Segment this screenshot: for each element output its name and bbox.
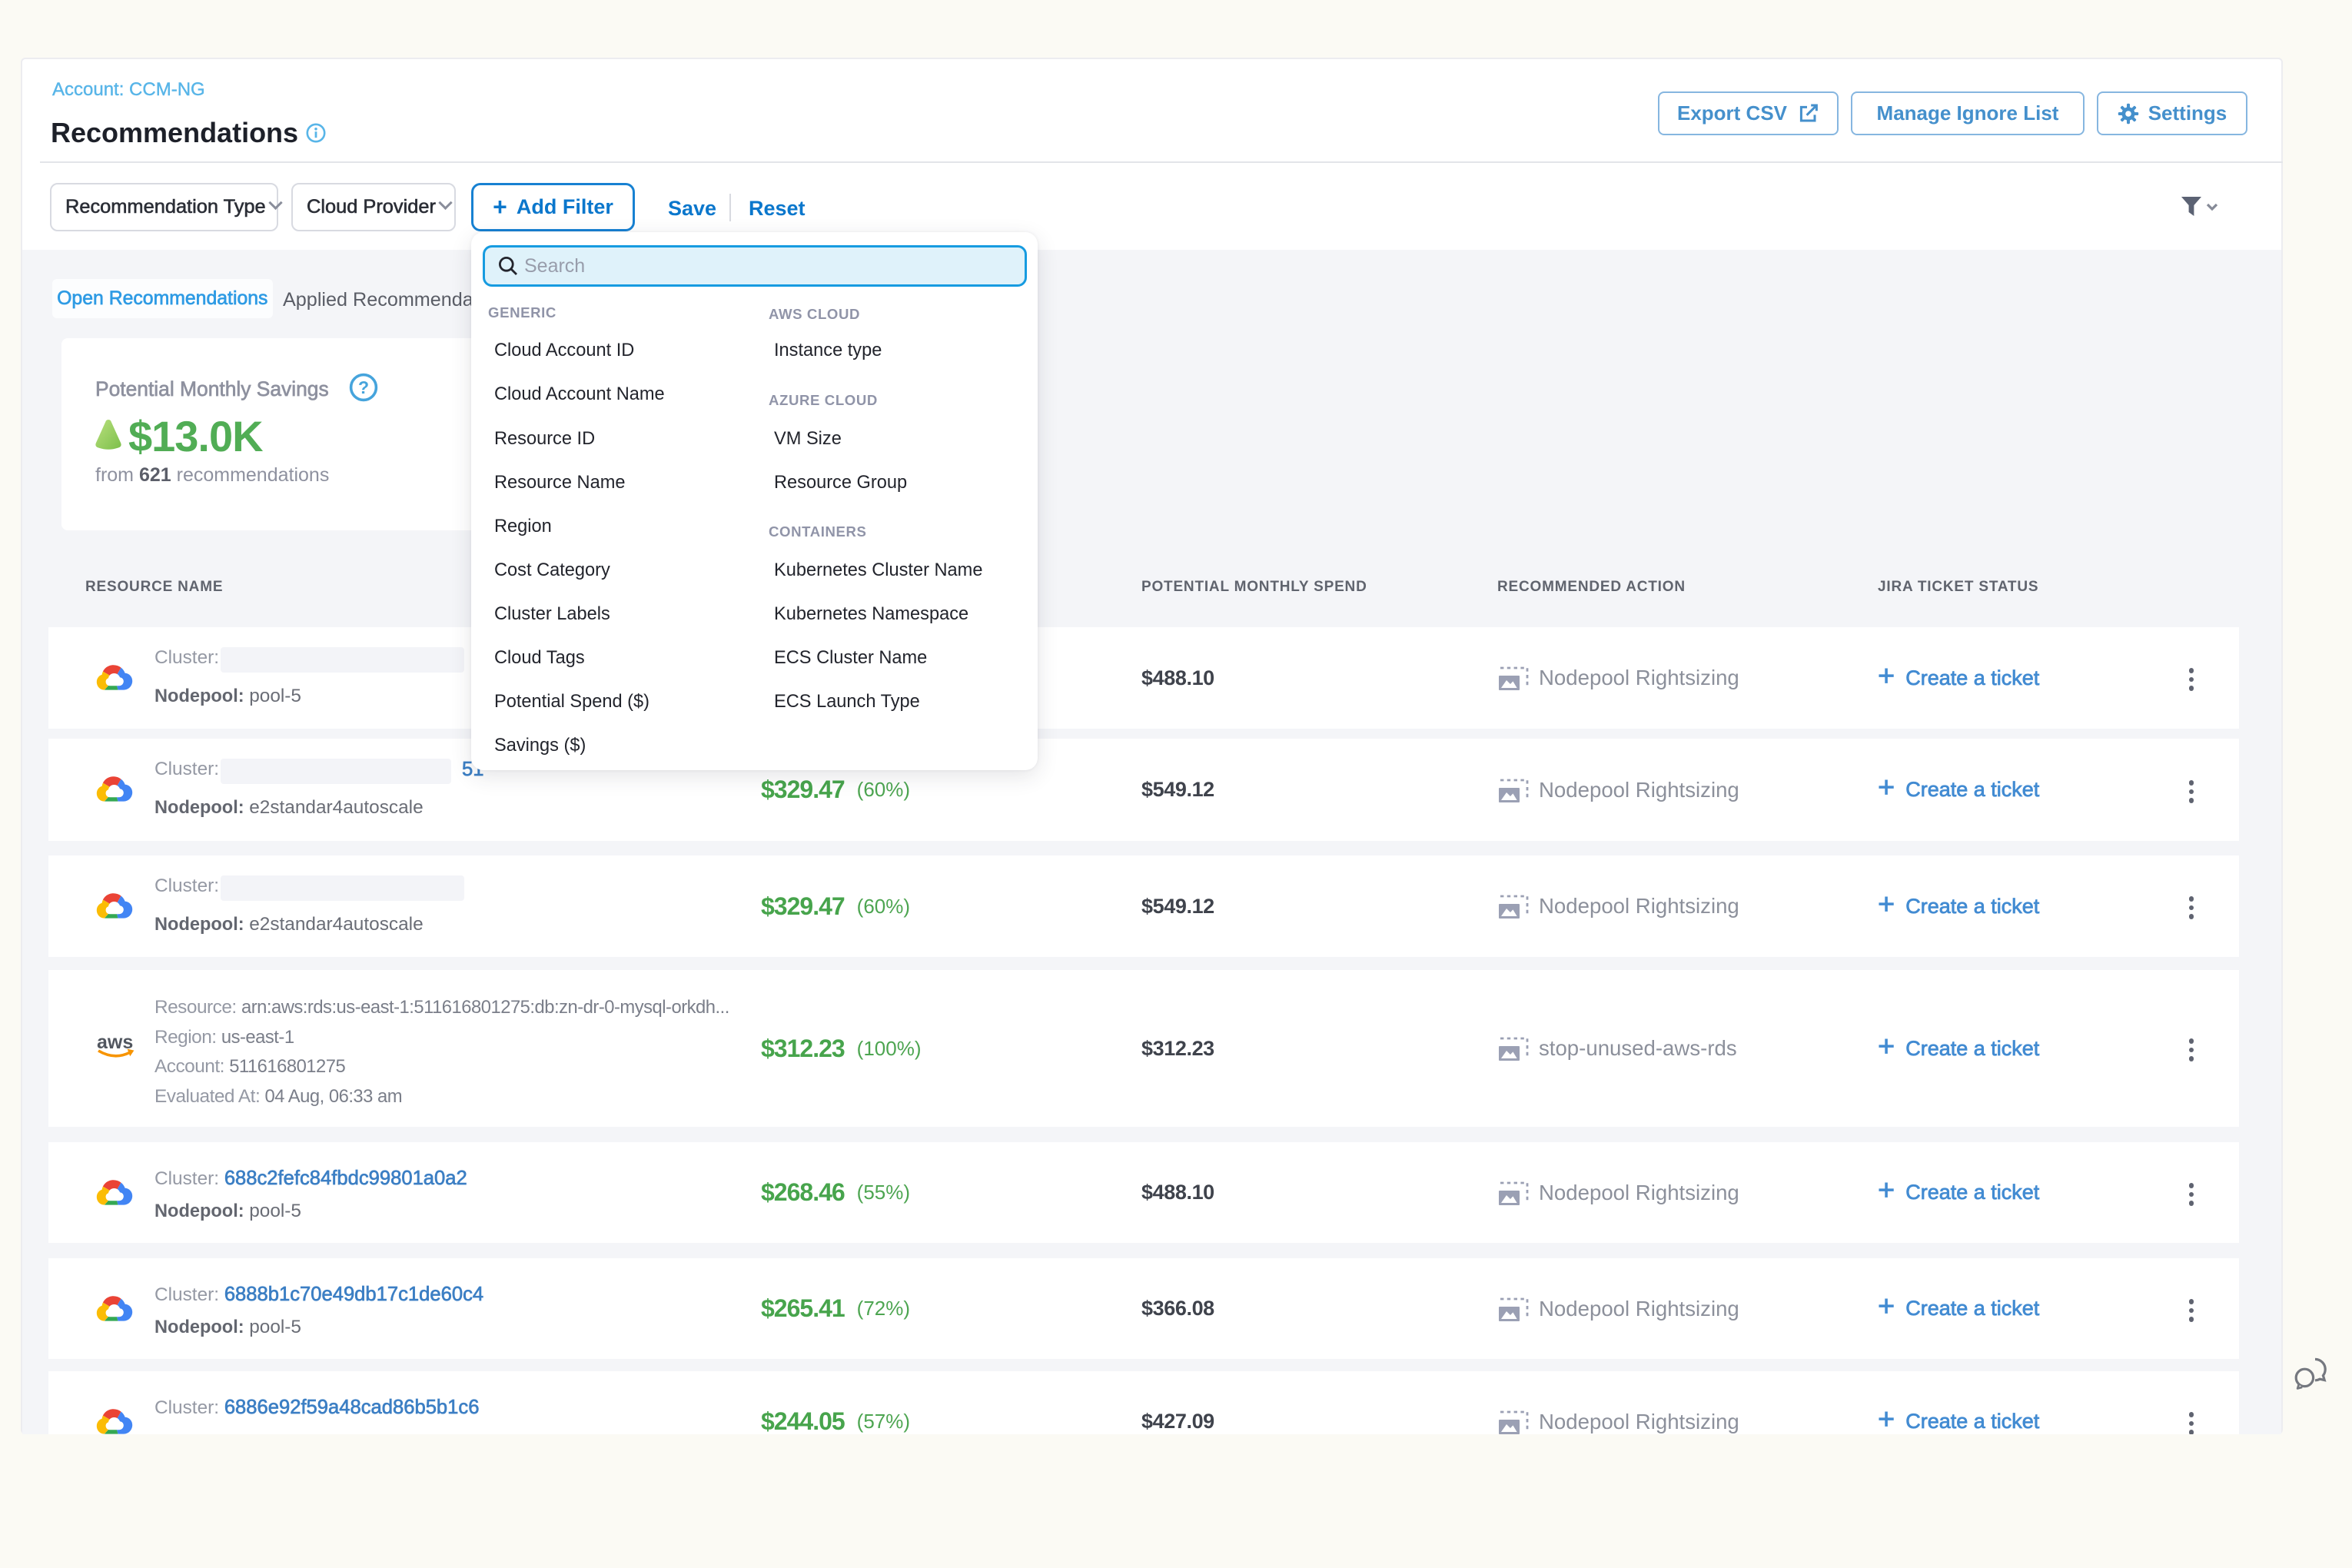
svg-text:?: ? bbox=[358, 377, 369, 397]
svg-text:aws: aws bbox=[97, 1032, 133, 1053]
